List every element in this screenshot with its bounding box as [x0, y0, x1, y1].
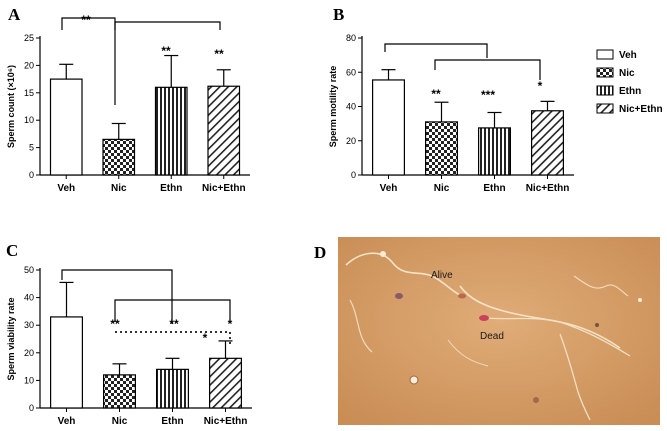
- panel-letter-b: B: [333, 5, 344, 24]
- sperm-head: [395, 293, 403, 299]
- bar-nic-ethn: [530, 110, 564, 176]
- x-tick-label: Ethn: [161, 416, 183, 427]
- legend-label: Nic+Ethn: [619, 104, 663, 115]
- legend-swatch: [596, 103, 614, 114]
- significance-stars: **: [214, 47, 224, 61]
- y-tick-label: 10: [24, 115, 34, 125]
- x-tick-label: Nic: [111, 183, 127, 194]
- y-tick-label: 0: [29, 403, 34, 413]
- legend-swatch: [596, 49, 614, 60]
- y-axis-label: Sperm viability rate: [6, 297, 16, 380]
- y-tick-label: 20: [346, 136, 356, 146]
- y-tick-label: 0: [351, 170, 356, 180]
- chart-a: 0 5 10 15 20 25 Sperm count (×10⁶) Veh Nic Ethn Ni…: [6, 13, 250, 194]
- y-tick-label: 30: [24, 320, 34, 330]
- x-tick-label: Veh: [380, 183, 398, 194]
- legend-label: Veh: [619, 50, 637, 61]
- bar-nic-ethn: [207, 85, 241, 176]
- sperm-tail: [345, 252, 463, 297]
- bar-nic: [102, 374, 136, 409]
- significance-stars: **: [81, 13, 91, 27]
- x-tick-label: Ethn: [160, 183, 182, 194]
- y-tick-label: 60: [346, 67, 356, 77]
- x-tick-label: Nic+Ethn: [526, 183, 570, 194]
- sperm-tail: [485, 317, 631, 357]
- legend-label: Ethn: [619, 86, 641, 97]
- bar-ethn: [154, 86, 188, 176]
- y-tick-label: 0: [29, 170, 34, 180]
- debris: [409, 375, 419, 385]
- y-tick-label: 5: [29, 143, 34, 153]
- significance-stars: *: [228, 317, 233, 331]
- bar-veh: [49, 316, 83, 409]
- bar-nic-ethn: [209, 357, 243, 409]
- significance-stars: **: [431, 87, 441, 101]
- legend-label: Nic: [619, 68, 635, 79]
- y-tick-label: 15: [24, 88, 34, 98]
- bar-veh: [49, 78, 83, 176]
- significance-stars: **: [161, 44, 171, 58]
- sperm-tail: [459, 285, 621, 349]
- significance-bracket: [384, 43, 488, 58]
- bar-veh: [372, 79, 406, 176]
- legend: Veh Nic Ethn Nic+Ethn: [596, 49, 663, 115]
- x-tick-label: Veh: [57, 183, 75, 194]
- x-tick-label: Ethn: [483, 183, 505, 194]
- y-tick-label: 20: [24, 348, 34, 358]
- significance-bracket: [114, 299, 231, 322]
- sperm-head: [458, 293, 466, 299]
- y-axis-label: Sperm count (×10⁶): [6, 65, 16, 148]
- y-tick-label: 20: [24, 60, 34, 70]
- chart-c: 0 10 20 30 40 50 Sperm viability rate Veh Nic Eth…: [6, 265, 252, 427]
- micrograph-label-dead: Dead: [480, 331, 504, 342]
- sperm-head: [479, 315, 489, 321]
- significance-bracket: [114, 21, 221, 105]
- y-tick-label: 80: [346, 33, 356, 43]
- micrograph-label-alive: Alive: [431, 270, 453, 281]
- x-tick-label: Nic+Ethn: [202, 183, 246, 194]
- micrograph-background: [338, 237, 660, 425]
- y-tick-label: 40: [346, 102, 356, 112]
- legend-swatch: [596, 85, 614, 96]
- significance-stars: **: [169, 317, 179, 331]
- significance-bracket: [115, 331, 231, 345]
- debris: [638, 298, 642, 302]
- sperm-tail: [349, 299, 373, 353]
- panel-letter-a: A: [8, 5, 21, 24]
- significance-stars: **: [110, 317, 120, 331]
- sperm-tail: [573, 275, 629, 297]
- sperm-tail: [447, 339, 489, 367]
- y-tick-label: 10: [24, 375, 34, 385]
- micrograph: Alive Dead: [338, 237, 660, 425]
- chart-b: 0 20 40 60 80 Sperm motility rate Veh Nic Ethn Ni…: [328, 33, 574, 194]
- bar-nic: [102, 138, 136, 176]
- x-tick-label: Nic: [112, 416, 128, 427]
- x-tick-label: Nic+Ethn: [204, 416, 248, 427]
- significance-stars: ***: [481, 88, 495, 102]
- y-axis-label: Sperm motility rate: [328, 66, 338, 148]
- debris: [380, 251, 386, 257]
- x-tick-label: Nic: [434, 183, 450, 194]
- y-tick-label: 40: [24, 293, 34, 303]
- y-tick-label: 25: [24, 33, 34, 43]
- bar-nic: [425, 121, 459, 176]
- bar-ethn: [478, 127, 512, 176]
- debris: [595, 323, 599, 327]
- bar-ethn: [156, 368, 190, 409]
- panel-letter-d: D: [314, 243, 326, 262]
- significance-stars: *: [203, 331, 208, 345]
- x-tick-label: Veh: [58, 416, 76, 427]
- significance-bracket: [434, 59, 541, 80]
- panel-letter-c: C: [6, 241, 18, 260]
- significance-bracket: [61, 269, 173, 324]
- debris: [533, 397, 539, 403]
- sperm-tail: [559, 333, 591, 421]
- legend-swatch: [596, 67, 614, 78]
- y-tick-label: 50: [24, 265, 34, 275]
- significance-stars: *: [538, 79, 543, 93]
